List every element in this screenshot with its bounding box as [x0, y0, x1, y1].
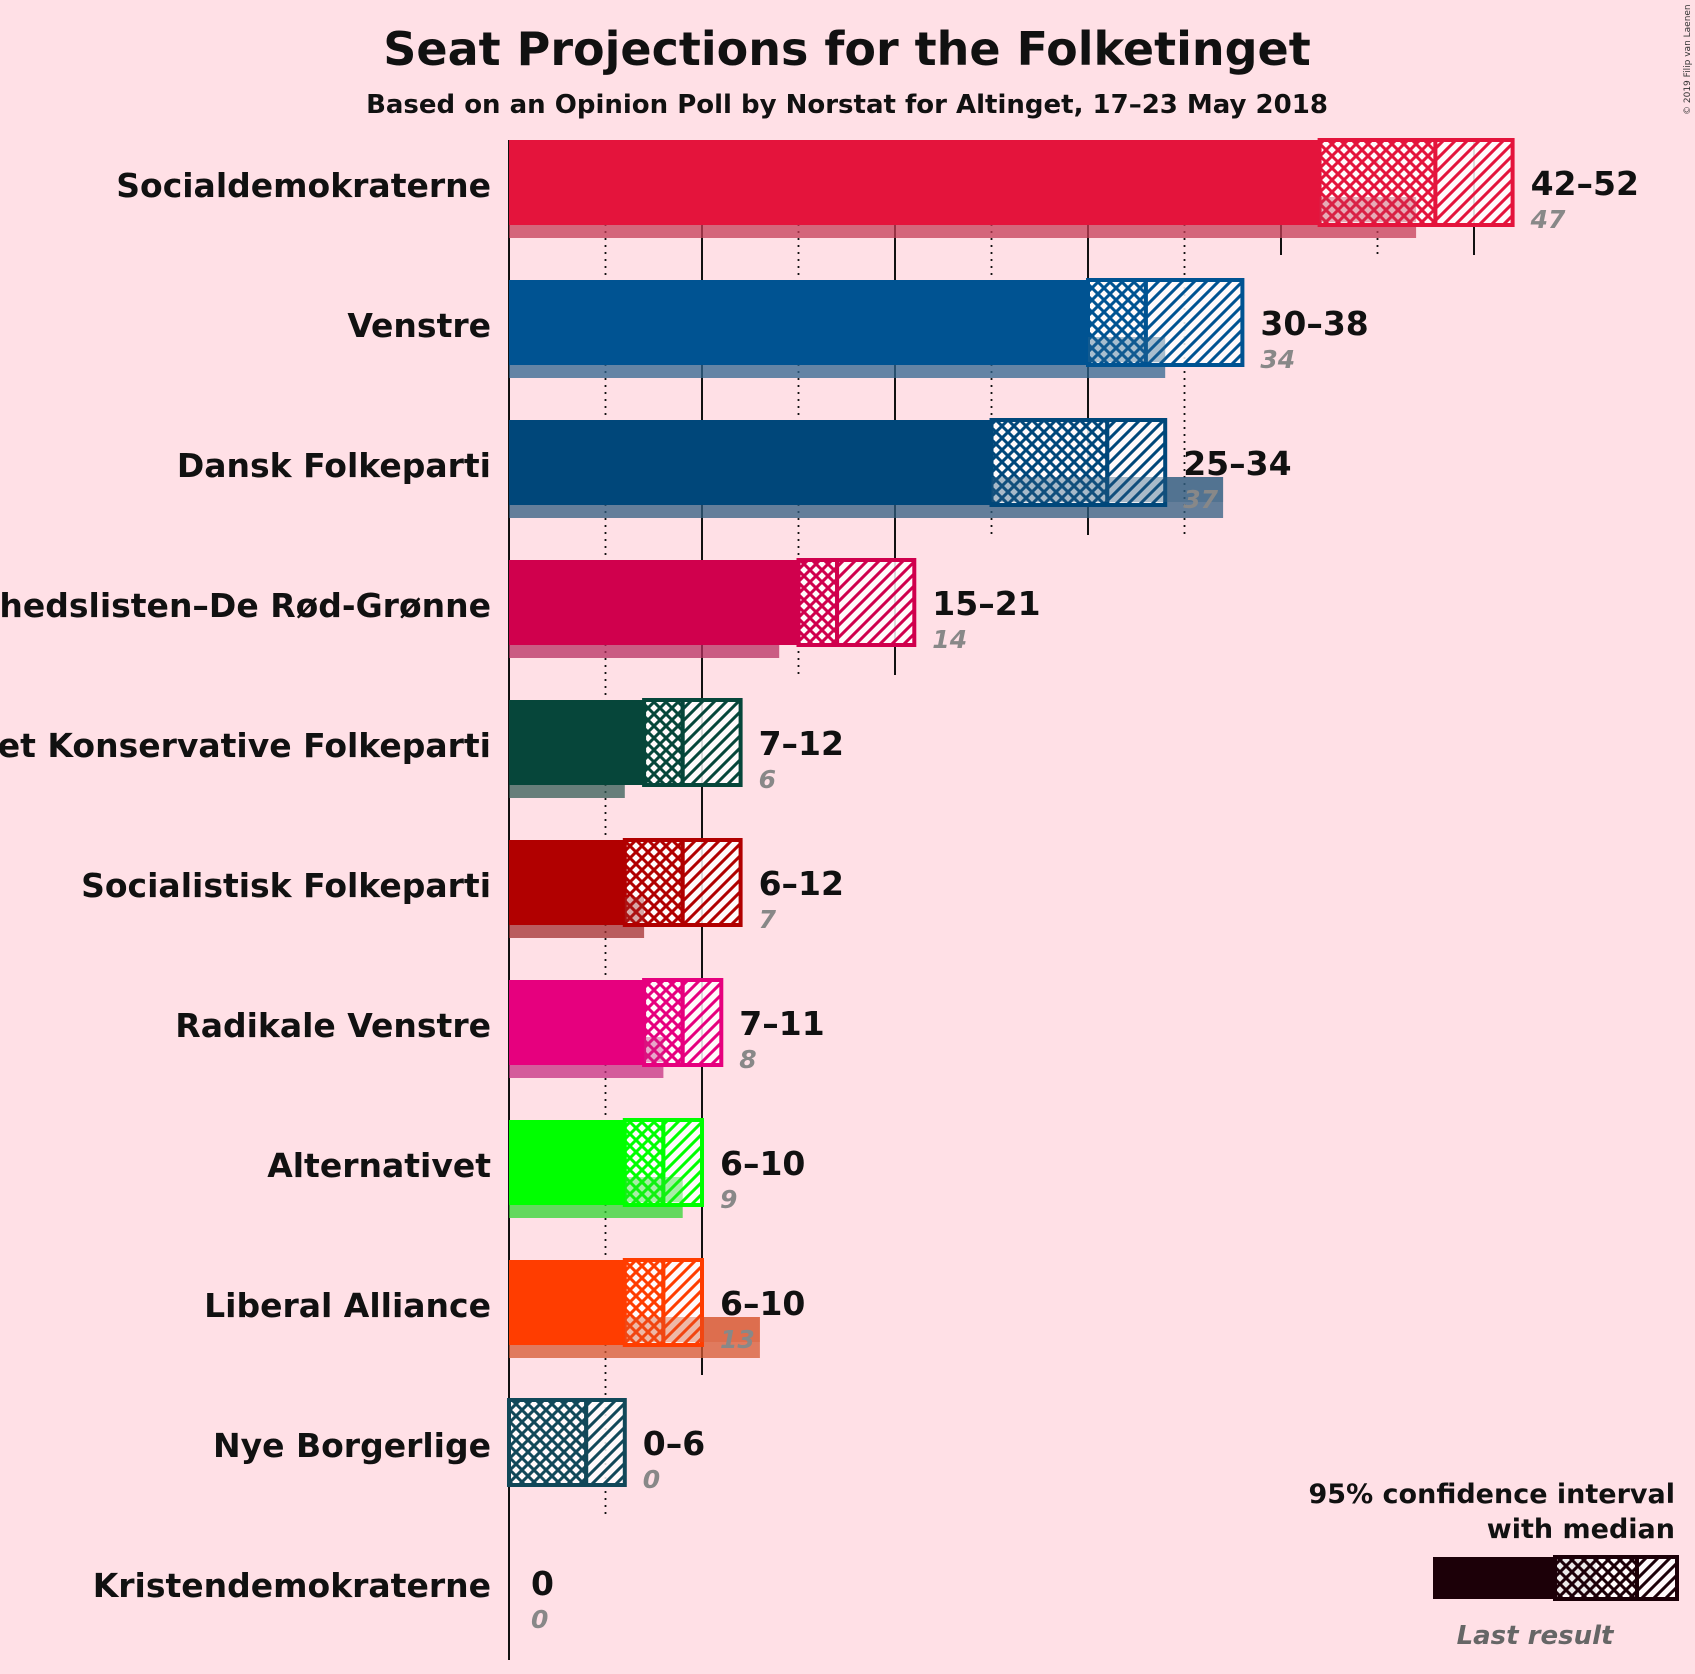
interval-hatch-bar [680, 698, 743, 787]
party-name-label: Socialdemokraterne [116, 166, 491, 205]
interval-crosshatch-bar [642, 978, 685, 1067]
party-name-label: Dansk Folkeparti [177, 446, 491, 485]
party-name-label: Det Konservative Folkeparti [0, 726, 491, 765]
interval-solid-bar [509, 560, 799, 645]
party-name-label: Nye Borgerlige [213, 1426, 491, 1465]
legend-crosshatch-bar [1553, 1555, 1639, 1601]
interval-solid-bar [509, 980, 645, 1065]
interval-solid-bar [509, 420, 992, 505]
chart-subtitle: Based on an Opinion Poll by Norstat for … [366, 90, 1328, 120]
last-result-label: 37 [1183, 485, 1218, 514]
last-result-label: 47 [1530, 205, 1566, 234]
seat-range-label: 15–21 [932, 584, 1040, 623]
interval-hatch-bar [835, 558, 917, 647]
interval-hatch-bar [1143, 278, 1245, 367]
last-result-overlay [624, 1317, 760, 1342]
last-result-overlay [1319, 197, 1417, 222]
interval-crosshatch-bar [642, 698, 685, 787]
last-result-label: 6 [759, 765, 776, 794]
party-name-label: Venstre [347, 306, 491, 345]
seat-range-label: 6–10 [720, 1144, 805, 1183]
last-result-overlay [644, 1037, 664, 1062]
interval-hatch-bar [661, 1258, 705, 1347]
party-name-label: Kristendemokraterne [93, 1566, 491, 1605]
party-row: Radikale Venstre 7–118 [175, 978, 825, 1078]
party-name-label: Radikale Venstre [175, 1006, 491, 1045]
party-name-label: Alternativet [267, 1146, 491, 1185]
party-row: Nye Borgerlige 0–60 [213, 1398, 705, 1494]
seat-range-label: 30–38 [1260, 304, 1368, 343]
last-result-overlay [1088, 337, 1166, 362]
party-name-label: Liberal Alliance [204, 1286, 491, 1325]
party-row: Det Konservative Folkeparti 7–126 [0, 698, 844, 798]
seat-range-label: 7–11 [739, 1004, 824, 1043]
legend-line-2: with median [1487, 1514, 1675, 1545]
last-result-overlay [624, 897, 645, 922]
interval-hatch-bar [680, 838, 743, 927]
last-result-label: 13 [720, 1325, 755, 1354]
interval-solid-bar [509, 140, 1320, 225]
last-result-label: 8 [739, 1045, 756, 1074]
interval-crosshatch-bar [1317, 138, 1438, 227]
last-result-label: 14 [932, 625, 967, 654]
interval-hatch-bar [1433, 138, 1515, 227]
interval-hatch-bar [661, 1118, 705, 1207]
party-name-label: Enhedslisten–De Rød-Grønne [0, 586, 491, 625]
last-result-label: 34 [1260, 345, 1295, 374]
interval-solid-bar [509, 280, 1088, 365]
legend-line-1: 95% confidence interval [1309, 1479, 1675, 1510]
last-result-label: 0 [531, 1605, 548, 1634]
seat-range-label: 6–10 [720, 1284, 805, 1323]
last-result-overlay [624, 1177, 683, 1202]
interval-hatch-bar [584, 1398, 627, 1487]
seat-range-label: 7–12 [759, 724, 844, 763]
seat-range-label: 6–12 [759, 864, 844, 903]
interval-crosshatch-bar [622, 1258, 666, 1347]
legend-solid-bar [1433, 1557, 1555, 1599]
interval-hatch-bar [680, 978, 724, 1067]
party-row: Alternativet 6–109 [267, 1118, 805, 1218]
seat-range-label: 42–52 [1531, 164, 1639, 203]
legend-hatch-bar [1635, 1555, 1679, 1601]
chart-title: Seat Projections for the Folketinget [383, 22, 1310, 76]
party-row: Kristendemokraterne 00 [93, 1564, 554, 1634]
seat-range-label: 25–34 [1183, 444, 1291, 483]
interval-solid-bar [509, 1120, 625, 1205]
interval-solid-bar [509, 700, 645, 785]
seat-range-label: 0 [531, 1564, 554, 1603]
interval-crosshatch-bar [796, 558, 840, 647]
last-result-label: 7 [759, 905, 777, 934]
last-result-overlay [991, 477, 1224, 502]
seat-range-label: 0–6 [643, 1424, 705, 1463]
interval-solid-bar [509, 1260, 625, 1345]
interval-hatch-bar [1105, 418, 1168, 507]
interval-crosshatch-bar [622, 1118, 666, 1207]
interval-crosshatch-bar [507, 1398, 589, 1487]
legend: 95% confidence interval with median Last… [1309, 1479, 1679, 1651]
last-result-label: 9 [720, 1185, 737, 1214]
party-name-label: Socialistisk Folkeparti [81, 866, 491, 905]
interval-solid-bar [509, 840, 625, 925]
last-result-label: 0 [643, 1465, 660, 1494]
legend-last-result-label: Last result [1457, 1621, 1615, 1651]
copyright-note: © 2019 Filip van Laenen [1683, 4, 1693, 115]
party-row: Socialistisk Folkeparti 6–127 [81, 838, 844, 938]
